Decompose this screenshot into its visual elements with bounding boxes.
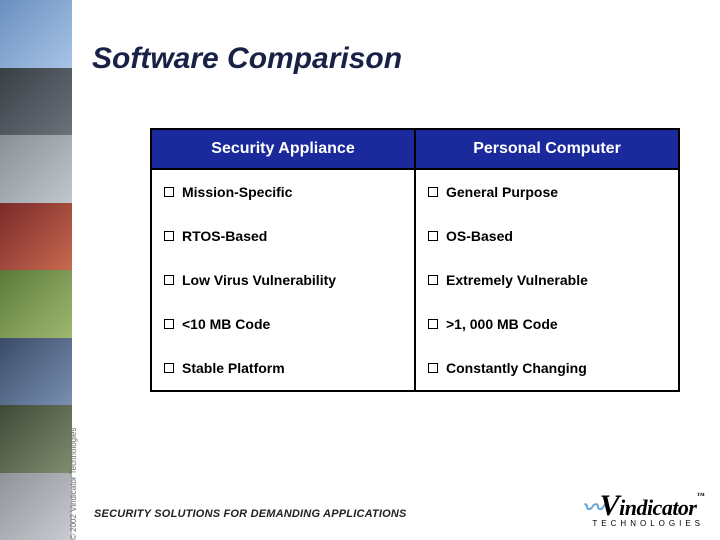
bullet-icon bbox=[428, 363, 438, 373]
cell-text: >1, 000 MB Code bbox=[446, 316, 558, 332]
sidebar-tile bbox=[0, 473, 72, 540]
logo-big-v: V bbox=[600, 489, 620, 522]
sidebar-tile bbox=[0, 68, 72, 136]
bullet-icon bbox=[164, 275, 174, 285]
table-row: Stable Platform Constantly Changing bbox=[151, 346, 679, 391]
brand-logo: 〰Vindicator™ TECHNOLOGIES bbox=[582, 492, 704, 528]
slide-title: Software Comparison bbox=[92, 42, 402, 76]
sidebar-tile bbox=[0, 338, 72, 406]
table-row: RTOS-Based OS-Based bbox=[151, 214, 679, 258]
sidebar-tile bbox=[0, 270, 72, 338]
cell-text: Extremely Vulnerable bbox=[446, 272, 588, 288]
cell-text: OS-Based bbox=[446, 228, 513, 244]
sidebar-tile bbox=[0, 405, 72, 473]
cell-text: <10 MB Code bbox=[182, 316, 270, 332]
table-row: Mission-Specific General Purpose bbox=[151, 169, 679, 214]
sidebar-tile bbox=[0, 0, 72, 68]
comparison-table: Security Appliance Personal Computer Mis… bbox=[150, 128, 680, 392]
bullet-icon bbox=[428, 319, 438, 329]
bullet-icon bbox=[164, 319, 174, 329]
logo-tm: ™ bbox=[697, 491, 705, 500]
sidebar-image-strip bbox=[0, 0, 72, 540]
bullet-icon bbox=[164, 363, 174, 373]
logo-brand-text: indicator bbox=[619, 495, 696, 520]
cell-text: RTOS-Based bbox=[182, 228, 267, 244]
cell-text: Low Virus Vulnerability bbox=[182, 272, 336, 288]
sidebar-tile bbox=[0, 135, 72, 203]
sidebar-tile bbox=[0, 203, 72, 271]
bullet-icon bbox=[164, 231, 174, 241]
table-row: Low Virus Vulnerability Extremely Vulner… bbox=[151, 258, 679, 302]
table-header-right: Personal Computer bbox=[415, 129, 679, 169]
table-row: <10 MB Code >1, 000 MB Code bbox=[151, 302, 679, 346]
footer-tagline: SECURITY SOLUTIONS FOR DEMANDING APPLICA… bbox=[94, 508, 407, 520]
cell-text: General Purpose bbox=[446, 184, 558, 200]
bullet-icon bbox=[164, 187, 174, 197]
bullet-icon bbox=[428, 231, 438, 241]
bullet-icon bbox=[428, 275, 438, 285]
copyright-text: © 2002 Vindicator Technologies bbox=[69, 428, 78, 540]
table-header-left: Security Appliance bbox=[151, 129, 415, 169]
cell-text: Mission-Specific bbox=[182, 184, 292, 200]
logo-subtext: TECHNOLOGIES bbox=[582, 519, 704, 528]
bullet-icon bbox=[428, 187, 438, 197]
cell-text: Constantly Changing bbox=[446, 360, 587, 376]
cell-text: Stable Platform bbox=[182, 360, 285, 376]
slide: Software Comparison Security Appliance P… bbox=[0, 0, 720, 540]
